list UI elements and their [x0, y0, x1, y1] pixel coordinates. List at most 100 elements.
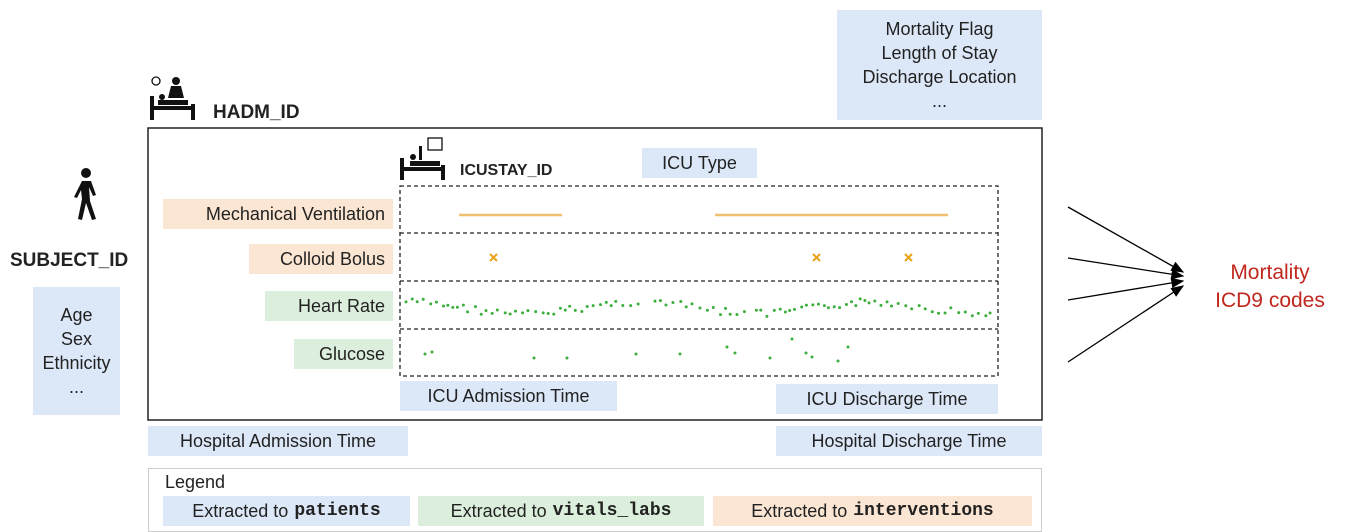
dot [910, 307, 914, 311]
dot [479, 312, 483, 316]
dot [671, 300, 675, 304]
dot [473, 305, 477, 309]
dot [724, 306, 728, 310]
legend-table: patients [294, 501, 381, 521]
outcome: Mortality Flag [885, 19, 994, 39]
dot [541, 311, 545, 315]
dot [629, 304, 633, 308]
dot [844, 302, 848, 306]
dot [461, 303, 465, 307]
dot [783, 310, 787, 314]
dot [718, 313, 722, 317]
dot [759, 308, 763, 312]
dot [879, 303, 883, 307]
hospital-stay-box [147, 127, 1043, 421]
legend-item: Extracted to interventions [713, 496, 1032, 526]
dot [728, 312, 732, 316]
dot [896, 301, 900, 305]
outcome-arrows [1067, 206, 1185, 363]
dot [546, 311, 550, 315]
dot [943, 311, 947, 315]
legend-item: Extracted to vitals_labs [418, 496, 704, 526]
dot [832, 305, 836, 309]
dot [904, 304, 908, 308]
dot [451, 305, 455, 309]
dot [890, 304, 894, 308]
hadm-id: HADM_ID [213, 102, 300, 123]
dot [742, 310, 746, 314]
dot [484, 309, 488, 313]
dot [768, 356, 772, 360]
dot [816, 302, 820, 306]
dot [558, 306, 562, 310]
dot [826, 306, 830, 310]
dot [634, 352, 638, 356]
dot [735, 313, 739, 317]
person-icon [74, 168, 96, 220]
dot [604, 300, 608, 304]
dot [495, 308, 499, 312]
row-label: Glucose [294, 339, 393, 369]
dot [679, 299, 683, 303]
dot [778, 307, 782, 311]
dot [863, 299, 867, 303]
colloid-marks [489, 253, 913, 262]
dot [621, 303, 625, 307]
dot [415, 300, 419, 304]
dot [568, 304, 572, 308]
legend-prefix: Extracted to [751, 500, 848, 521]
legend-title: Legend [165, 472, 226, 492]
icu-discharge: ICU Discharge Time [776, 384, 998, 414]
hospital-bed-icon [150, 76, 195, 120]
targets: Mortality ICD9 codes [1190, 257, 1350, 317]
dot [490, 311, 494, 315]
attribute: ... [68, 377, 84, 397]
heart-rate-dots [404, 297, 992, 318]
dot [410, 297, 414, 301]
dot [653, 299, 657, 303]
dot [565, 356, 569, 360]
dot [446, 303, 450, 307]
icu-admission: ICU Admission Time [400, 381, 617, 411]
dot [804, 351, 808, 355]
icustay-id: ICUSTAY_ID [460, 162, 553, 179]
dot [858, 297, 862, 301]
dot [563, 308, 567, 312]
dot [614, 299, 618, 303]
dot [733, 351, 737, 355]
dot [591, 304, 595, 308]
target: Mortality [1230, 261, 1310, 284]
dot [930, 310, 934, 314]
dot [754, 308, 758, 312]
attribute: Ethnicity [42, 353, 111, 373]
outcome: ... [931, 91, 947, 111]
dot [573, 308, 577, 312]
dot [466, 310, 470, 314]
row-label: Heart Rate [265, 291, 393, 321]
target: ICD9 codes [1215, 289, 1325, 312]
hospital-discharge: Hospital Discharge Time [776, 426, 1042, 456]
dot [836, 359, 840, 363]
attribute: Age [60, 305, 93, 325]
glucose-dots [423, 337, 850, 363]
dot [532, 356, 536, 360]
dot [804, 303, 808, 307]
dot [429, 302, 433, 306]
attribute: Sex [60, 329, 93, 349]
legend-prefix: Extracted to [450, 500, 547, 521]
dot [664, 303, 668, 307]
dot [508, 312, 512, 316]
legend-table: vitals_labs [552, 501, 672, 521]
dot [988, 311, 992, 315]
dot [442, 304, 446, 308]
dot [526, 309, 530, 313]
dot [846, 345, 850, 349]
dot [711, 305, 715, 309]
dot [684, 305, 688, 309]
dot [984, 314, 988, 318]
dot [521, 311, 525, 315]
dot [976, 311, 980, 315]
dot [698, 306, 702, 310]
icu-bed-icon [400, 137, 445, 180]
